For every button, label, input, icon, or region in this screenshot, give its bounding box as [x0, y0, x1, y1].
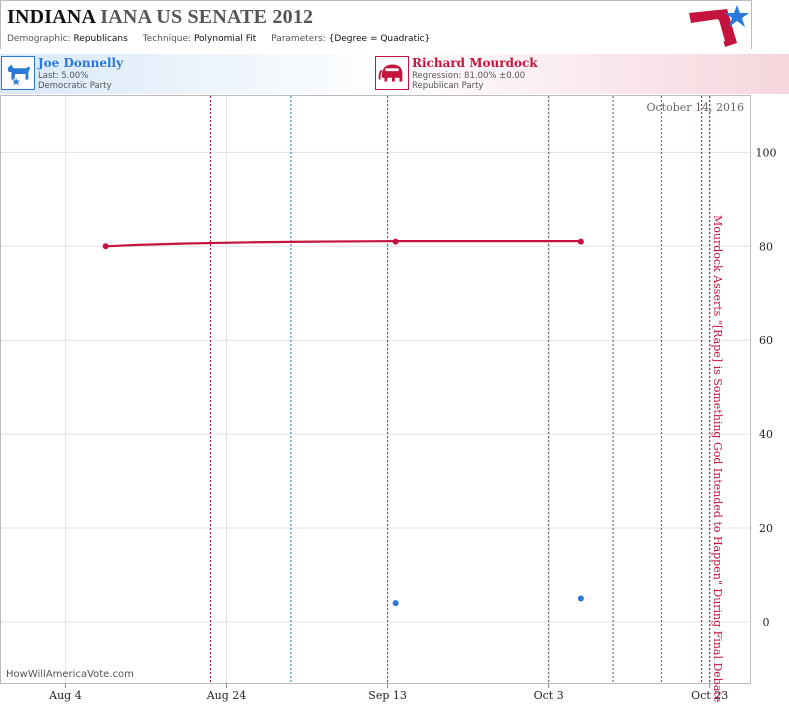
title-state: INDIANA — [7, 6, 96, 28]
data-point-richard-mourdock — [392, 238, 399, 245]
democrat-stat: Last: 5.00% — [38, 71, 89, 81]
data-point-richard-mourdock — [102, 243, 109, 250]
data-point-joe-donnelly — [577, 595, 584, 602]
elephant-icon — [375, 56, 409, 90]
y-tick-label: 60 — [759, 334, 773, 347]
watermark: HowWillAmericaVote.com — [6, 669, 134, 680]
poll-chart: 0 20 40 60 80 100 Aug 4 Aug 24 Sep 13 Oct 3 Oct 2… — [0, 95, 777, 702]
x-tick-label: Sep 13 — [368, 689, 407, 702]
republican-party: Republican Party — [412, 81, 484, 91]
demographic-label: Demographic: — [7, 34, 71, 44]
x-axis-ticks: Aug 4 Aug 24 Sep 13 Oct 3 Oct 23 — [48, 683, 728, 702]
parameters-label: Parameters: — [271, 34, 326, 44]
data-point-joe-donnelly — [392, 600, 399, 607]
candidate-republican: Richard Mourdock Regression: 81.00% ±0.0… — [374, 54, 789, 94]
x-tick-label: Aug 4 — [48, 689, 82, 702]
republican-stat: Regression: 81.00% ±0.00 — [412, 71, 526, 81]
y-tick-label: 20 — [759, 522, 773, 535]
fit-lines — [105, 240, 581, 248]
demographic-value: Republicans — [73, 34, 128, 44]
technique-value: Polynomial Fit — [193, 34, 257, 44]
y-tick-label: 80 — [759, 240, 773, 253]
y-tick-label: 0 — [763, 616, 770, 629]
data-points — [102, 238, 584, 607]
technique-label: Technique: — [142, 34, 192, 44]
title-rest: IANA US SENATE 2012 — [100, 6, 314, 28]
chart-parameters: Demographic: Republicans Technique: Poly… — [7, 34, 442, 44]
y-axis-ticks: 0 20 40 60 80 100 — [756, 146, 777, 629]
y-tick-label: 100 — [756, 146, 777, 159]
x-tick-label: Oct 3 — [534, 689, 564, 702]
donkey-icon — [1, 56, 35, 90]
democrat-name: Joe Donnelly — [38, 56, 124, 70]
date-annotation: October 14, 2016 — [646, 101, 744, 114]
x-tick-label: Oct 23 — [691, 689, 728, 702]
event-annotation: Mourdock Asserts "[Rape] is Something Go… — [711, 215, 724, 702]
data-point-richard-mourdock — [577, 238, 584, 245]
page-title: INDIANA IANA US SENATE 2012 — [7, 6, 313, 29]
fit-line-richard-mourdock — [105, 240, 581, 248]
header: INDIANA IANA US SENATE 2012 Demographic:… — [0, 0, 752, 49]
democrat-party: Democratic Party — [38, 81, 112, 91]
y-tick-label: 40 — [759, 428, 773, 441]
candidate-democrat: Joe Donnelly Last: 5.00% Democratic Part… — [0, 54, 394, 94]
parameters-value: {Degree = Quadratic} — [328, 34, 431, 44]
plot-frame — [0, 95, 751, 684]
event-lines — [209, 96, 711, 683]
republican-name: Richard Mourdock — [412, 56, 538, 70]
star-logo-icon — [689, 5, 749, 47]
x-tick-label: Aug 24 — [206, 689, 247, 702]
candidate-bar: Joe Donnelly Last: 5.00% Democratic Part… — [0, 54, 789, 94]
